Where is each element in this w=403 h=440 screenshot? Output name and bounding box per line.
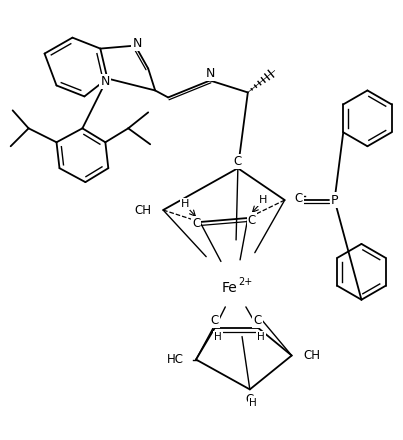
Text: Fe: Fe xyxy=(222,281,238,295)
Text: P: P xyxy=(331,194,338,206)
Text: 2+: 2+ xyxy=(239,277,253,287)
Text: C: C xyxy=(248,213,256,227)
Text: C: C xyxy=(253,314,262,327)
Text: C: C xyxy=(211,314,219,327)
Text: C: C xyxy=(246,393,254,406)
Text: N: N xyxy=(205,67,215,80)
Text: H: H xyxy=(249,398,257,408)
Text: H: H xyxy=(257,332,265,341)
Text: N: N xyxy=(133,37,142,50)
Text: H: H xyxy=(181,199,189,209)
Text: C: C xyxy=(192,217,200,231)
Text: C: C xyxy=(295,191,303,205)
Text: N: N xyxy=(101,75,110,88)
Text: CH: CH xyxy=(134,204,151,216)
Text: HC: HC xyxy=(167,353,184,366)
Text: C: C xyxy=(234,155,242,168)
Text: H: H xyxy=(259,195,267,205)
Text: H: H xyxy=(214,332,222,341)
Text: CH: CH xyxy=(303,349,321,362)
